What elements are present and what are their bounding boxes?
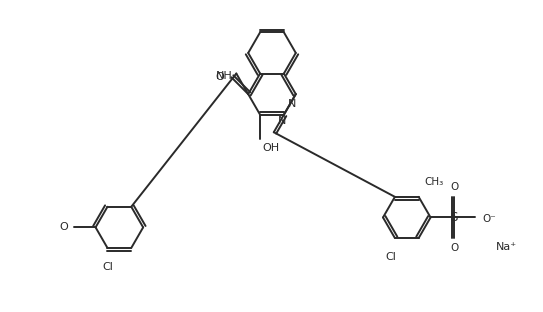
Text: O: O [60,222,68,232]
Text: S: S [451,211,458,224]
Text: N: N [288,99,296,109]
Text: Na⁺: Na⁺ [496,242,517,252]
Text: N: N [277,116,286,126]
Text: O⁻: O⁻ [483,214,496,224]
Text: Cl: Cl [102,262,113,272]
Text: NH: NH [216,71,232,80]
Text: O: O [216,72,224,82]
Text: CH₃: CH₃ [425,177,444,187]
Text: Cl: Cl [386,252,396,262]
Text: OH: OH [262,144,279,154]
Text: O: O [450,182,458,192]
Text: O: O [450,243,458,253]
